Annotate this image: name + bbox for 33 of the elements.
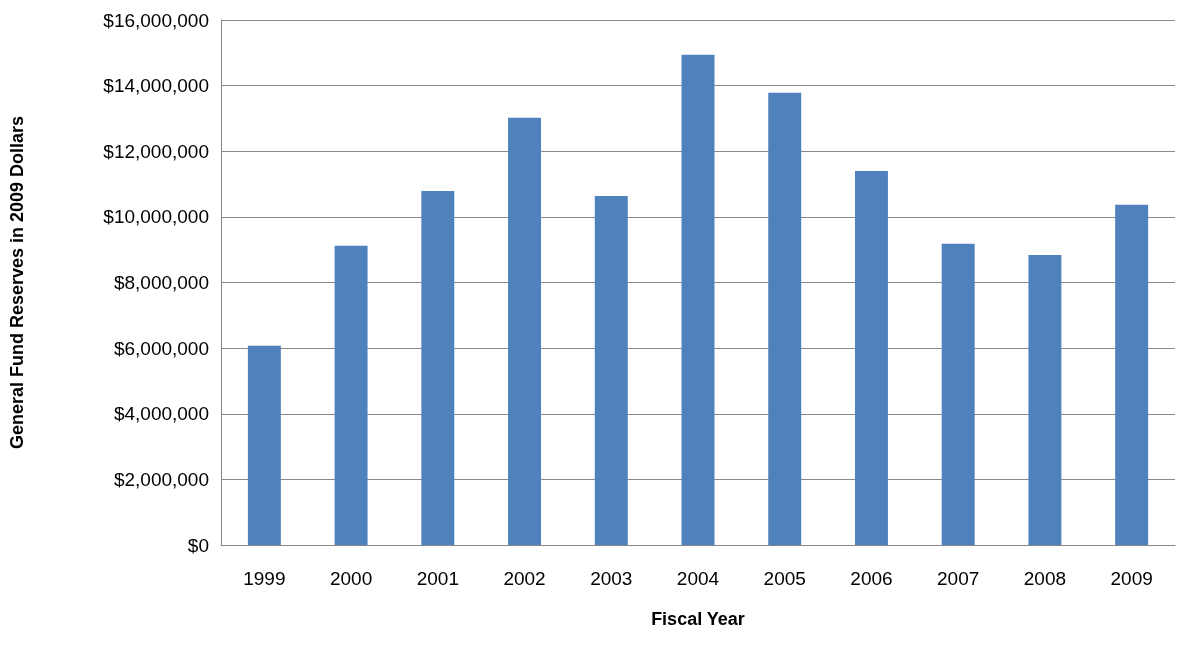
x-tick-label: 1999: [243, 568, 286, 589]
y-tick-label: $2,000,000: [113, 468, 209, 490]
bar: [941, 243, 975, 545]
bar: [334, 245, 368, 545]
x-tick-label: 2004: [676, 568, 720, 589]
y-tick-label: $0: [187, 534, 209, 556]
x-tick-label: 2007: [937, 568, 980, 589]
y-tick-label: $14,000,000: [103, 75, 209, 97]
x-tick-label: 2005: [763, 568, 806, 589]
bar: [768, 92, 802, 545]
bar: [508, 117, 542, 545]
bar: [854, 170, 888, 545]
y-tick-label: $16,000,000: [103, 9, 209, 31]
bar: [1115, 204, 1149, 545]
y-tick-label: $8,000,000: [113, 272, 209, 293]
y-axis-title: General Fund Reserves in 2009 Dollars: [7, 115, 27, 450]
x-tick-label: 2000: [329, 568, 373, 589]
x-tick-label: 2006: [850, 568, 893, 589]
y-tick-label: $6,000,000: [113, 337, 209, 359]
x-tick-label: 2009: [1110, 568, 1153, 589]
bar: [421, 190, 455, 545]
bar: [247, 345, 281, 545]
x-axis-title: Fiscal Year: [651, 609, 745, 629]
x-tick-label: 2002: [503, 568, 546, 589]
x-tick-label: 2003: [590, 568, 633, 589]
bar: [1028, 254, 1062, 545]
bar: [681, 54, 715, 545]
y-tick-label: $4,000,000: [113, 403, 209, 425]
y-tick-label: $12,000,000: [103, 140, 209, 162]
bar: [594, 195, 628, 545]
x-tick-label: 2001: [416, 568, 459, 589]
x-tick-label: 2008: [1023, 568, 1067, 589]
y-tick-label: $10,000,000: [103, 206, 209, 228]
